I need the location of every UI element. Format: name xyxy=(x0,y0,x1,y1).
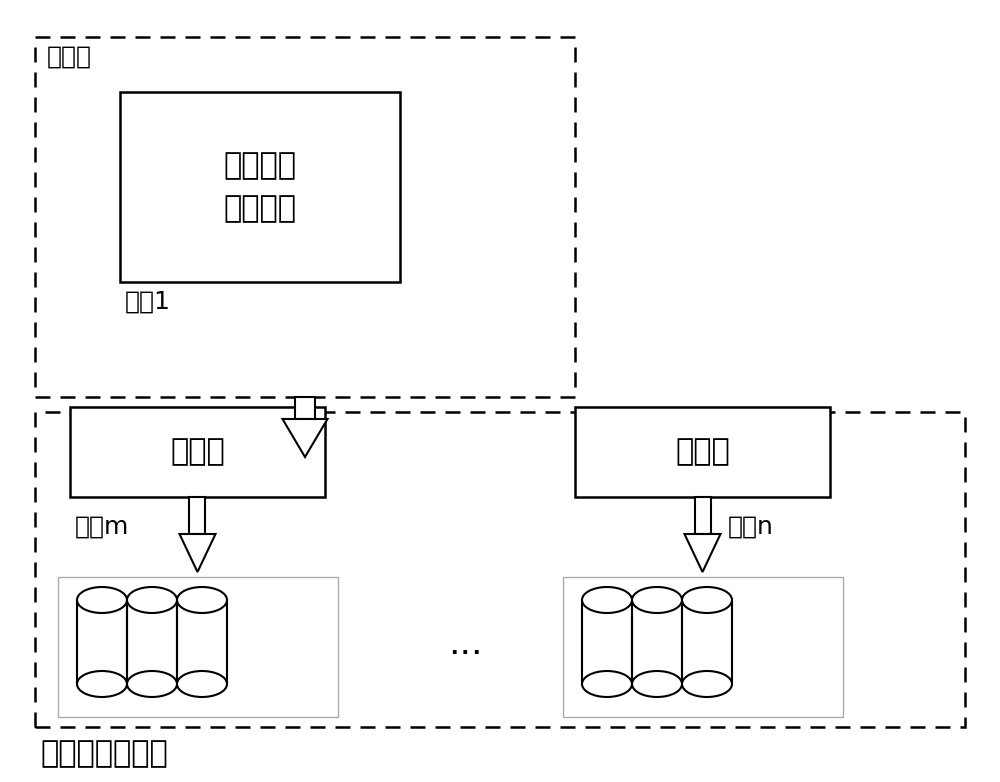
Bar xyxy=(563,577,843,717)
Text: 读缓存: 读缓存 xyxy=(675,437,730,467)
Bar xyxy=(58,577,338,717)
Text: 主机n: 主机n xyxy=(728,515,773,539)
Ellipse shape xyxy=(682,587,732,613)
Ellipse shape xyxy=(127,671,177,697)
Ellipse shape xyxy=(127,587,177,613)
Polygon shape xyxy=(180,534,215,572)
Text: 读缓存: 读缓存 xyxy=(170,437,225,467)
Text: 块存储: 块存储 xyxy=(47,45,92,69)
Ellipse shape xyxy=(582,671,632,697)
Bar xyxy=(682,587,732,697)
Text: 主机1: 主机1 xyxy=(125,290,171,314)
Ellipse shape xyxy=(177,671,227,697)
Bar xyxy=(189,497,206,534)
Bar xyxy=(575,407,830,497)
Polygon shape xyxy=(283,419,328,457)
Ellipse shape xyxy=(632,671,682,697)
Ellipse shape xyxy=(632,587,682,613)
Text: 主机m: 主机m xyxy=(75,515,129,539)
Bar xyxy=(127,587,177,697)
Bar xyxy=(35,37,575,397)
Ellipse shape xyxy=(177,587,227,613)
Bar xyxy=(694,497,710,534)
Polygon shape xyxy=(685,534,720,572)
Bar xyxy=(120,92,400,282)
Bar xyxy=(295,397,315,419)
Bar xyxy=(70,407,325,497)
Text: 顺序流识
别与预读: 顺序流识 别与预读 xyxy=(223,151,296,223)
Text: 分布式存储集群: 分布式存储集群 xyxy=(40,739,168,768)
Bar xyxy=(77,587,127,697)
Text: ...: ... xyxy=(448,627,482,661)
Bar xyxy=(35,412,965,727)
Bar xyxy=(177,587,227,697)
Ellipse shape xyxy=(77,671,127,697)
Ellipse shape xyxy=(582,587,632,613)
Bar xyxy=(582,587,632,697)
Ellipse shape xyxy=(682,671,732,697)
Bar xyxy=(632,587,682,697)
Ellipse shape xyxy=(77,587,127,613)
